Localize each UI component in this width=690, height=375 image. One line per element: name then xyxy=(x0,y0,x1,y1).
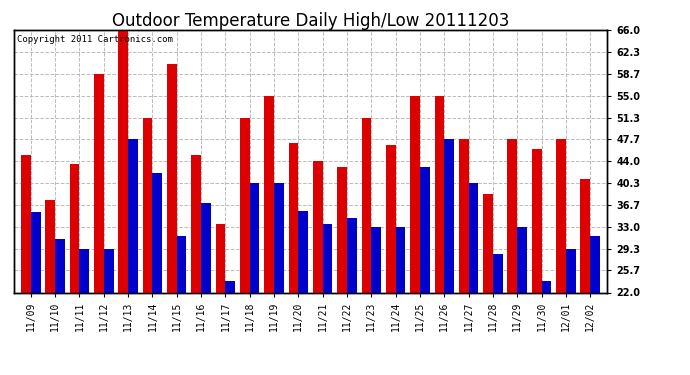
Bar xyxy=(274,183,284,292)
Bar xyxy=(216,224,226,292)
Bar xyxy=(493,254,502,292)
Bar xyxy=(298,211,308,292)
Bar xyxy=(556,139,566,292)
Title: Outdoor Temperature Daily High/Low 20111203: Outdoor Temperature Daily High/Low 20111… xyxy=(112,12,509,30)
Bar xyxy=(240,118,250,292)
Bar xyxy=(94,74,104,292)
Bar xyxy=(313,161,323,292)
Bar xyxy=(590,236,600,292)
Bar xyxy=(323,224,333,292)
Bar xyxy=(250,183,259,292)
Bar xyxy=(128,139,138,292)
Bar xyxy=(371,227,381,292)
Bar xyxy=(46,200,55,292)
Bar xyxy=(459,139,469,292)
Bar xyxy=(518,227,527,292)
Bar xyxy=(143,118,152,292)
Bar xyxy=(31,212,41,292)
Bar xyxy=(444,139,454,292)
Bar xyxy=(580,179,590,292)
Bar xyxy=(79,249,89,292)
Bar xyxy=(104,249,114,292)
Bar xyxy=(167,64,177,292)
Bar xyxy=(469,183,478,292)
Bar xyxy=(435,96,444,292)
Bar xyxy=(177,236,186,292)
Bar xyxy=(411,96,420,292)
Bar xyxy=(395,227,405,292)
Bar xyxy=(347,218,357,292)
Bar xyxy=(119,30,128,292)
Bar xyxy=(264,96,274,292)
Bar xyxy=(337,167,347,292)
Bar xyxy=(152,173,162,292)
Bar xyxy=(483,194,493,292)
Bar xyxy=(362,118,371,292)
Bar xyxy=(226,280,235,292)
Bar xyxy=(55,239,65,292)
Bar xyxy=(21,155,31,292)
Bar xyxy=(288,143,298,292)
Bar xyxy=(201,203,210,292)
Bar xyxy=(532,149,542,292)
Bar xyxy=(386,144,395,292)
Bar xyxy=(507,139,518,292)
Bar xyxy=(191,155,201,292)
Bar xyxy=(420,167,430,292)
Bar xyxy=(70,164,79,292)
Bar xyxy=(566,249,575,292)
Text: Copyright 2011 Cartronics.com: Copyright 2011 Cartronics.com xyxy=(17,35,172,44)
Bar xyxy=(542,280,551,292)
